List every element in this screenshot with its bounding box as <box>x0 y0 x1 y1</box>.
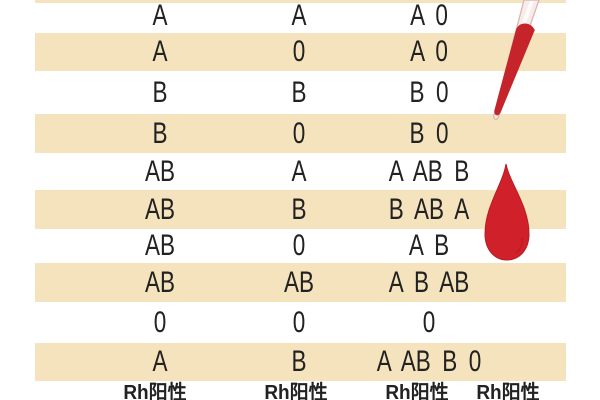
children-rh-type: Rh阳性 <box>385 382 449 400</box>
table-row: A A A 0 <box>35 0 566 33</box>
table-row: A B A AB B 0 <box>35 343 566 381</box>
table-row: B B B 0 <box>35 71 566 114</box>
children-blood-types: A 0 <box>410 35 448 68</box>
children-blood-types: A 0 <box>410 0 448 32</box>
parent2-blood-type: A <box>291 0 307 32</box>
parent1-blood-type: B <box>152 75 168 109</box>
children-blood-types: B AB A <box>388 192 470 226</box>
table-row: AB A A AB B <box>35 153 566 190</box>
children-blood-types: 0 <box>422 305 436 339</box>
parent2-blood-type: A <box>291 154 307 188</box>
parent2-blood-type: AB <box>283 265 315 299</box>
parent1-blood-type: AB <box>144 229 176 262</box>
children-rh-type: Rh阳性 <box>476 382 540 400</box>
table-row: B 0 B 0 <box>35 114 566 153</box>
table-row-rh-clipped: Rh阳性 Rh阳性 Rh阳性 Rh阳性 <box>35 381 566 400</box>
children-blood-types: A B <box>408 229 450 262</box>
parent2-blood-type: B <box>291 75 307 109</box>
parent1-blood-type: A <box>152 35 168 68</box>
parent2-blood-type: 0 <box>292 35 306 68</box>
parent2-blood-type: 0 <box>292 229 306 262</box>
table-row: 0 0 0 <box>35 302 566 343</box>
children-blood-types: A AB B <box>388 154 470 188</box>
parent1-blood-type: 0 <box>153 305 167 339</box>
table-row: AB AB A B AB <box>35 263 566 302</box>
parent2-blood-type: 0 <box>292 305 306 339</box>
parent2-blood-type: B <box>291 192 307 226</box>
children-blood-types: A B AB <box>388 265 470 299</box>
parent1-blood-type: AB <box>144 265 176 299</box>
children-blood-types: B 0 <box>409 75 449 109</box>
parent1-blood-type: B <box>152 116 168 150</box>
clipped-stripe-top <box>35 0 566 3</box>
children-blood-types: B 0 <box>409 116 449 150</box>
parent1-blood-type: A <box>152 345 168 378</box>
table-row: AB 0 A B <box>35 229 566 263</box>
table-row: A 0 A 0 <box>35 33 566 71</box>
blood-drop-icon <box>484 163 530 261</box>
parent2-blood-type: 0 <box>292 116 306 150</box>
parent1-blood-type: AB <box>144 154 176 188</box>
parent1-blood-type: A <box>152 0 168 32</box>
parent2-rh-type: Rh阳性 <box>264 382 328 400</box>
parent2-blood-type: B <box>291 345 307 378</box>
table-row: AB B B AB A <box>35 190 566 229</box>
parent1-rh-type: Rh阳性 <box>123 382 187 400</box>
children-blood-types: A AB B 0 <box>376 345 482 378</box>
blood-dropper-icon <box>493 0 540 121</box>
parent1-blood-type: AB <box>144 192 176 226</box>
